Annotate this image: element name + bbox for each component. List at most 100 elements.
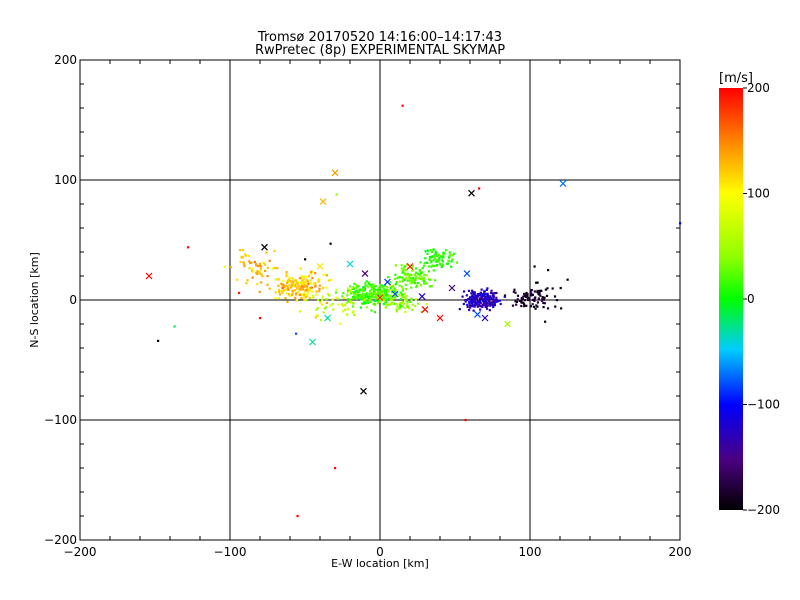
data-point — [295, 292, 298, 295]
data-point — [349, 300, 353, 303]
data-point — [435, 252, 438, 255]
data-point — [355, 293, 358, 296]
data-point — [363, 285, 367, 288]
data-point — [315, 314, 318, 317]
data-point — [362, 286, 365, 289]
data-point — [405, 288, 408, 291]
data-point — [291, 291, 294, 294]
data-point — [448, 255, 451, 258]
data-point — [312, 282, 316, 285]
data-point-x — [301, 278, 309, 286]
data-point — [388, 303, 391, 306]
data-point — [481, 305, 484, 308]
data-point — [367, 282, 371, 286]
data-point — [546, 307, 550, 310]
y-tick-label: 200 — [54, 53, 77, 67]
data-point — [366, 286, 370, 289]
data-point — [492, 292, 495, 295]
data-point — [486, 287, 489, 290]
x-tick-label: 0 — [376, 545, 384, 559]
data-point — [312, 296, 315, 299]
data-point — [469, 296, 472, 299]
data-point — [410, 286, 413, 289]
data-point — [466, 298, 469, 302]
data-point-x — [316, 262, 324, 270]
data-point — [291, 284, 294, 287]
data-point — [394, 264, 397, 267]
data-point — [173, 325, 176, 328]
data-point — [252, 270, 255, 273]
data-point — [353, 313, 356, 317]
data-point — [433, 253, 436, 256]
data-point — [411, 281, 414, 284]
data-point — [259, 264, 262, 268]
data-point — [516, 298, 519, 301]
data-point — [551, 287, 554, 290]
data-point — [533, 265, 536, 268]
data-point — [494, 298, 497, 301]
data-point — [421, 276, 424, 279]
data-point — [429, 256, 432, 259]
data-point — [385, 292, 388, 296]
data-point — [359, 294, 362, 297]
data-point — [332, 308, 335, 311]
data-point — [329, 304, 332, 307]
data-point — [423, 262, 426, 265]
data-point — [489, 303, 492, 306]
data-point — [306, 292, 309, 295]
data-point — [296, 515, 299, 518]
data-point — [483, 290, 486, 293]
data-point — [362, 292, 365, 296]
data-point — [303, 285, 307, 288]
data-point — [535, 281, 538, 284]
data-point — [522, 301, 525, 304]
data-point — [359, 306, 363, 309]
data-point — [526, 293, 529, 296]
data-point — [398, 306, 401, 309]
data-point — [538, 291, 541, 294]
data-point — [429, 285, 432, 288]
data-point — [290, 286, 293, 289]
data-point — [255, 272, 258, 275]
data-point — [468, 308, 471, 312]
data-points — [145, 104, 682, 518]
data-point — [525, 304, 528, 307]
data-point — [341, 310, 345, 313]
data-point — [431, 264, 434, 267]
data-point — [277, 297, 280, 300]
data-point — [523, 298, 526, 302]
data-point — [298, 310, 302, 313]
data-point — [493, 300, 496, 303]
data-point — [353, 282, 356, 285]
data-point — [314, 285, 317, 288]
data-point — [394, 282, 398, 286]
x-axis-label: E-W location [km] — [331, 557, 429, 570]
data-point — [304, 258, 307, 261]
y-tick-labels: −200 −100 0 100 200 — [44, 53, 77, 547]
data-point — [305, 299, 308, 302]
data-point — [435, 254, 438, 257]
data-point — [390, 295, 393, 299]
data-point — [294, 279, 298, 282]
data-point — [384, 306, 387, 309]
data-point — [285, 273, 288, 276]
data-point — [422, 264, 426, 267]
data-point — [531, 303, 534, 306]
colorbar-label: [m/s] — [719, 71, 753, 86]
data-point — [484, 305, 487, 309]
data-point — [471, 305, 474, 308]
data-point — [417, 302, 420, 305]
data-point — [416, 272, 420, 276]
data-point — [303, 298, 306, 302]
data-point — [330, 278, 333, 282]
data-point — [536, 301, 540, 304]
data-point — [311, 290, 314, 293]
data-point — [415, 271, 418, 274]
data-point — [462, 302, 465, 306]
data-point — [379, 298, 382, 302]
data-point — [362, 302, 366, 305]
data-point — [470, 292, 473, 295]
data-point — [260, 273, 263, 276]
data-point — [311, 294, 314, 297]
